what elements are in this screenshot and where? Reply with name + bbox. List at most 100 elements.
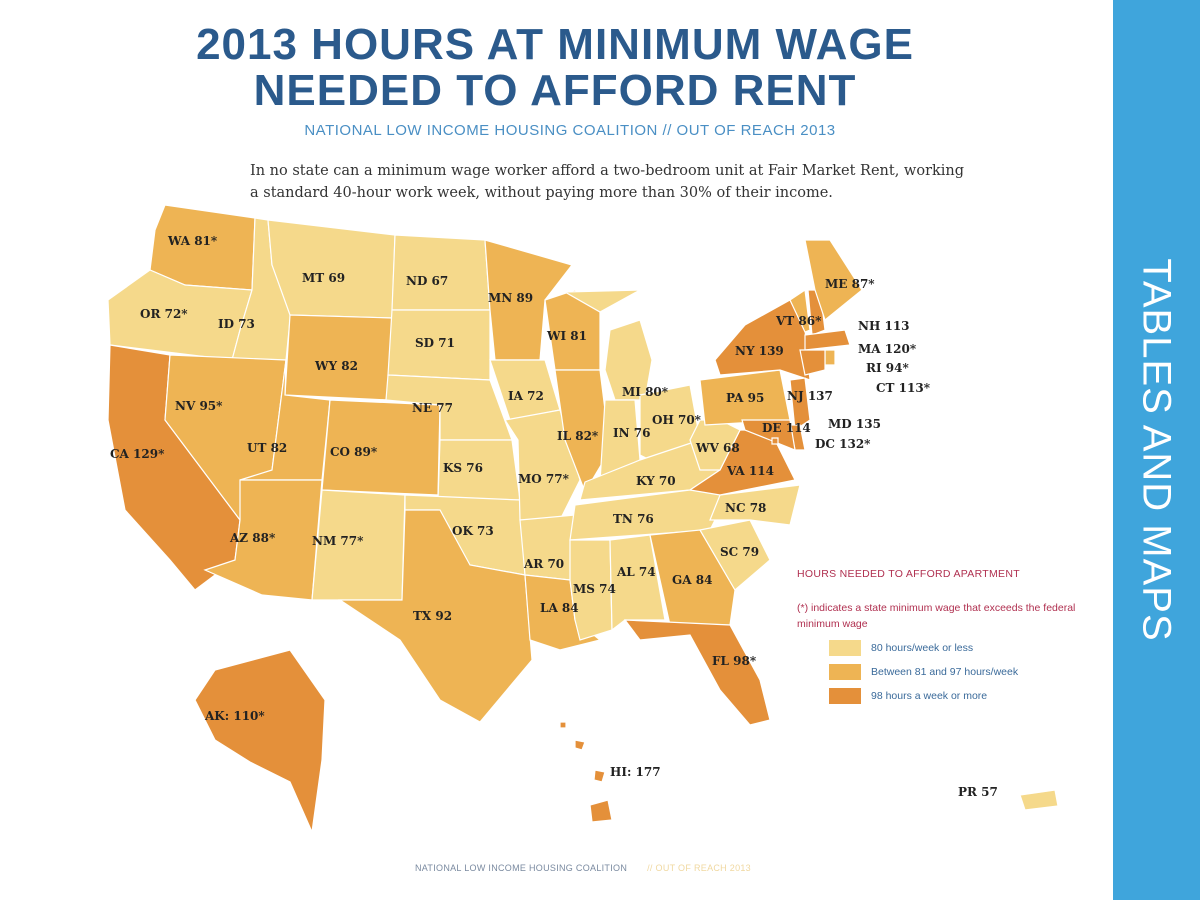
state-il bbox=[554, 369, 611, 494]
state-label-sc: SC 79 bbox=[720, 545, 759, 559]
state-hi bbox=[574, 739, 586, 751]
state-label-nm: NM 77* bbox=[312, 534, 364, 548]
legend-swatch-low bbox=[829, 640, 861, 656]
us-map: WA 81* OR 72* CA 129* ID 73 NV 95* MT 69 WY 82… bbox=[108, 205, 1059, 835]
legend-label: Between 81 and 97 hours/week bbox=[871, 666, 1019, 678]
state-label-nc: NC 78 bbox=[725, 501, 766, 515]
sidebar bbox=[1113, 0, 1200, 900]
state-mt bbox=[267, 219, 396, 319]
legend-note: (*) indicates a state minimum wage that … bbox=[797, 602, 1076, 630]
state-label-ok: OK 73 bbox=[452, 524, 494, 538]
state-label-nv: NV 95* bbox=[175, 399, 223, 413]
state-sc bbox=[699, 519, 771, 591]
state-label-ky: KY 70 bbox=[636, 474, 676, 488]
legend-item-mid: Between 81 and 97 hours/week bbox=[829, 664, 1107, 680]
legend-swatch-high bbox=[829, 688, 861, 704]
state-label-in: IN 76 bbox=[613, 426, 650, 440]
state-label-ga: GA 84 bbox=[672, 573, 712, 587]
state-wy bbox=[284, 314, 393, 401]
state-hi bbox=[593, 769, 606, 783]
footer: NATIONAL LOW INCOME HOUSING COALITION // … bbox=[415, 863, 751, 873]
footer-org: NATIONAL LOW INCOME HOUSING COALITION bbox=[415, 863, 628, 873]
state-hi bbox=[559, 721, 567, 729]
title-line-2: NEEDED TO AFFORD RENT bbox=[253, 66, 857, 115]
state-label-nj: NJ 137 bbox=[787, 389, 833, 403]
state-label-sd: SD 71 bbox=[415, 336, 455, 350]
state-label-wi: WI 81 bbox=[546, 329, 587, 343]
state-fl bbox=[623, 619, 771, 726]
state-label-il: IL 82* bbox=[557, 429, 599, 443]
state-label-fl: FL 98* bbox=[712, 654, 757, 668]
state-me bbox=[804, 239, 863, 322]
state-label-az: AZ 88* bbox=[229, 531, 276, 545]
state-label-ny: NY 139 bbox=[735, 344, 784, 358]
legend-heading: HOURS NEEDED TO AFFORD APARTMENT bbox=[797, 568, 1020, 580]
state-label-ri: RI 94* bbox=[866, 361, 909, 375]
state-mi bbox=[562, 289, 641, 313]
state-label-ne: NE 77 bbox=[412, 401, 453, 415]
state-label-mi: MI 80* bbox=[622, 385, 669, 399]
state-ma bbox=[804, 329, 851, 351]
state-pr bbox=[1019, 789, 1059, 811]
state-nc bbox=[709, 484, 801, 526]
state-md bbox=[741, 419, 796, 451]
state-label-wy: WY 82 bbox=[314, 359, 358, 373]
state-label-ct: CT 113* bbox=[876, 381, 931, 395]
state-label-la: LA 84 bbox=[540, 601, 579, 615]
sidebar-label: TABLES AND MAPS bbox=[1134, 258, 1179, 642]
state-label-al: AL 74 bbox=[616, 565, 656, 579]
state-label-mt: MT 69 bbox=[302, 271, 345, 285]
legend-label: 98 hours a week or more bbox=[871, 690, 988, 702]
state-al bbox=[609, 534, 666, 632]
state-label-ar: AR 70 bbox=[523, 557, 564, 571]
page-title: 2013 HOURS AT MINIMUM WAGE NEEDED TO AFF… bbox=[0, 22, 1110, 114]
state-label-hi: HI: 177 bbox=[610, 765, 661, 779]
state-label-nh: NH 113 bbox=[858, 319, 910, 333]
state-label-dc: DC 132* bbox=[815, 437, 871, 451]
state-ak bbox=[194, 649, 326, 835]
state-label-wa: WA 81* bbox=[167, 234, 218, 248]
state-label-mn: MN 89 bbox=[488, 291, 533, 305]
state-wv bbox=[689, 419, 741, 471]
state-label-ut: UT 82 bbox=[247, 441, 287, 455]
state-label-pa: PA 95 bbox=[726, 391, 764, 405]
state-label-ia: IA 72 bbox=[508, 389, 544, 403]
state-az bbox=[203, 479, 323, 601]
state-ri bbox=[824, 349, 836, 366]
state-tx bbox=[338, 509, 533, 723]
state-label-tn: TN 76 bbox=[613, 512, 654, 526]
state-label-tx: TX 92 bbox=[413, 609, 452, 623]
state-label-vt: VT 86* bbox=[775, 314, 822, 328]
state-label-ca: CA 129* bbox=[110, 447, 165, 461]
state-vt bbox=[789, 288, 811, 333]
state-hi bbox=[589, 799, 613, 823]
legend-label: 80 hours/week or less bbox=[871, 642, 974, 654]
state-label-va: VA 114 bbox=[726, 464, 774, 478]
title-line-1: 2013 HOURS AT MINIMUM WAGE bbox=[196, 20, 914, 69]
state-label-pr: PR 57 bbox=[958, 785, 998, 799]
state-label-id: ID 73 bbox=[218, 317, 255, 331]
state-nj bbox=[789, 377, 811, 432]
state-label-or: OR 72* bbox=[140, 307, 188, 321]
state-label-nd: ND 67 bbox=[406, 274, 448, 288]
state-label-ma: MA 120* bbox=[858, 342, 917, 356]
state-nd bbox=[391, 234, 491, 311]
state-label-ks: KS 76 bbox=[443, 461, 483, 475]
state-label-ms: MS 74 bbox=[573, 582, 616, 596]
state-dc bbox=[771, 437, 779, 445]
state-label-co: CO 89* bbox=[330, 445, 378, 459]
state-label-de: DE 114 bbox=[762, 421, 811, 435]
state-ct bbox=[799, 349, 826, 376]
legend-swatch-mid bbox=[829, 664, 861, 680]
legend-item-high: 98 hours a week or more bbox=[829, 688, 1107, 704]
state-label-ak: AK: 110* bbox=[204, 709, 265, 723]
state-label-md: MD 135 bbox=[828, 417, 881, 431]
legend-item-low: 80 hours/week or less bbox=[829, 640, 1107, 656]
state-label-wv: WV 68 bbox=[695, 441, 740, 455]
subtitle: NATIONAL LOW INCOME HOUSING COALITION //… bbox=[304, 122, 836, 139]
footer-report: // OUT OF REACH 2013 bbox=[647, 863, 751, 873]
legend: HOURS NEEDED TO AFFORD APARTMENT (*) ind… bbox=[797, 568, 1107, 704]
state-label-oh: OH 70* bbox=[652, 413, 702, 427]
state-label-me: ME 87* bbox=[825, 277, 875, 291]
description: In no state can a minimum wage worker af… bbox=[250, 163, 965, 201]
